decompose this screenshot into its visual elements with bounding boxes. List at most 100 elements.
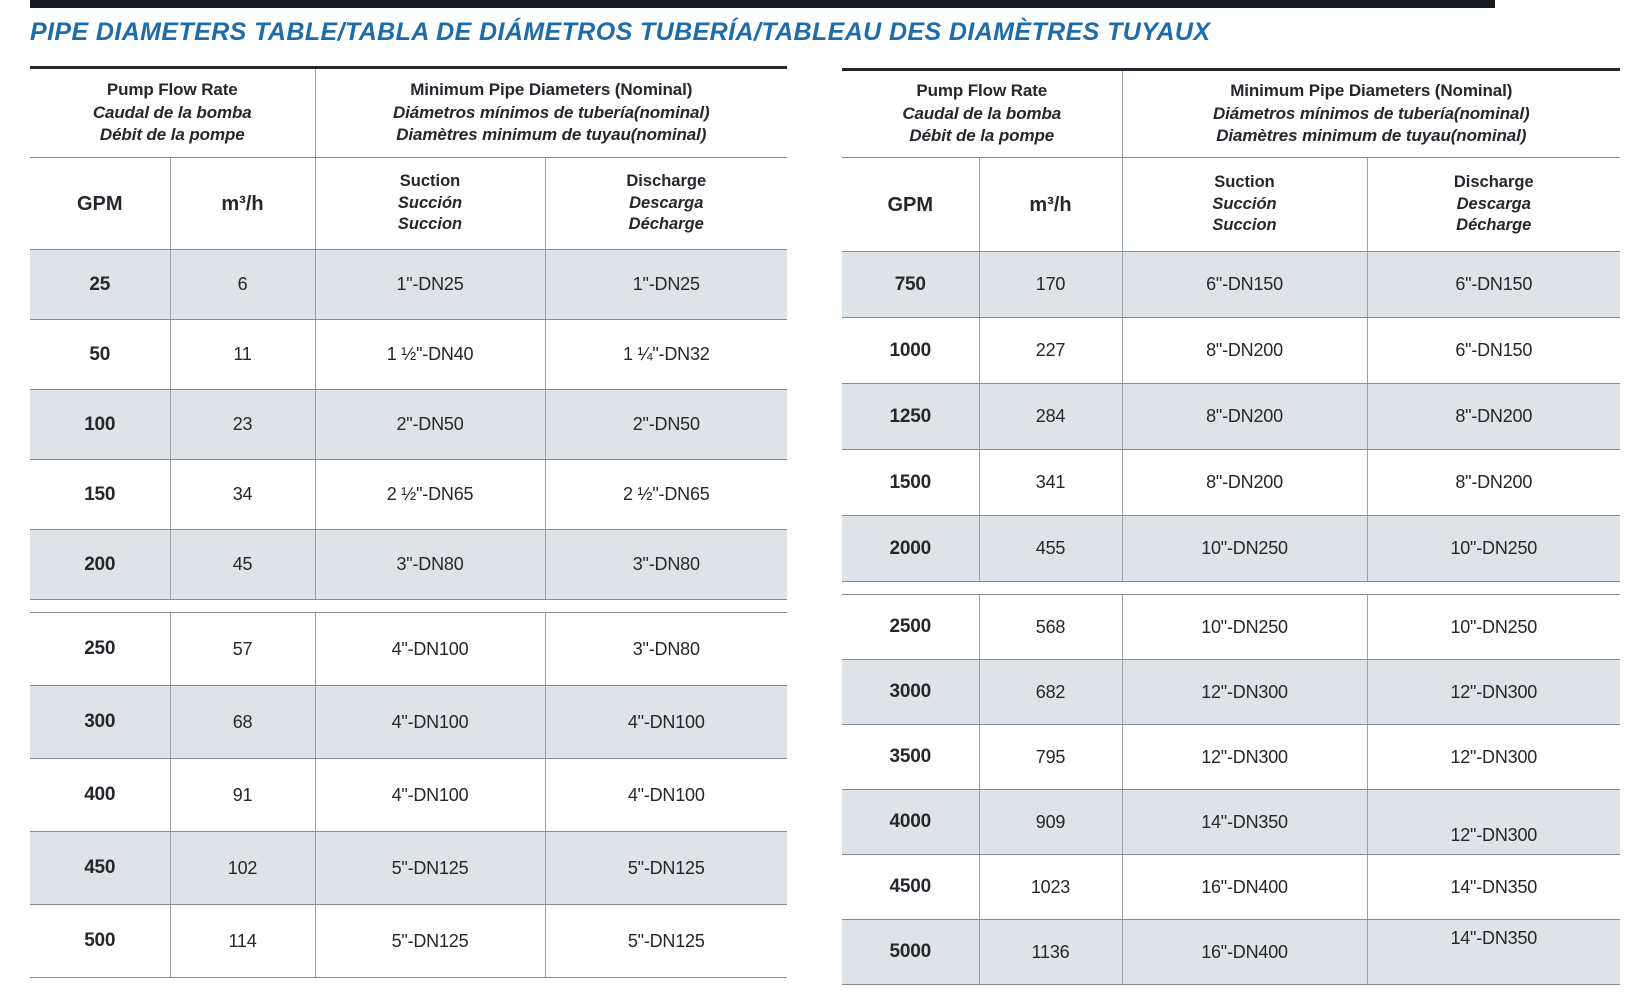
pipe-table-right-body: 750 170 6"-DN150 6"-DN150 1000 227 8"-DN200 6"-… [842,251,1621,985]
discharge-cell: 14"-DN350 [1366,854,1621,920]
table-row: 500 114 5"-DN125 5"-DN125 [30,904,788,978]
gpm-cell: 150 [30,459,170,530]
table-row: 200 45 3"-DN80 3"-DN80 [30,529,788,600]
diameters-group-header: Minimum Pipe Diameters (Nominal) Diámetr… [1121,69,1621,158]
diameters-label-es: Diámetros mínimos de tubería(nominal) [1213,103,1530,123]
discharge-cell: 12"-DN300 [1366,724,1621,790]
column-header-row: GPM m³/h Suction Succión Succion Dischar… [842,157,1621,252]
gpm-cell: 300 [30,685,170,759]
section-gap [842,581,1621,595]
gpm-cell: 1250 [842,383,979,450]
table-row: 5000 1136 16"-DN400 14"-DN350 [842,919,1621,985]
table-row: 3500 795 12"-DN300 12"-DN300 [842,724,1621,790]
column-header-row: GPM m³/h Suction Succión Succion Dischar… [30,157,788,250]
table-row: 4500 1023 16"-DN400 14"-DN350 [842,854,1621,920]
suction-cell: 5"-DN125 [314,904,546,978]
suction-label-fr: Succion [397,215,463,234]
table-row: 25 6 1"-DN25 1"-DN25 [30,249,788,320]
gpm-column-header: GPM [842,157,979,252]
suction-cell: 5"-DN125 [314,831,546,905]
flow-rate-label-en: Pump Flow Rate [106,80,238,100]
top-crop-bar [30,0,1495,8]
gpm-cell: 200 [30,529,170,600]
m3h-cell: 45 [169,529,316,600]
suction-cell: 12"-DN300 [1121,659,1368,725]
discharge-label-fr: Décharge [628,215,704,234]
discharge-cell: 3"-DN80 [544,612,788,686]
m3h-cell: 227 [978,317,1123,384]
table-row: 1000 227 8"-DN200 6"-DN150 [842,317,1621,384]
suction-cell: 2 ½"-DN65 [314,459,546,530]
suction-cell: 4"-DN100 [314,758,546,832]
m3h-column-header: m³/h [169,157,316,250]
discharge-label-es: Descarga [629,193,704,212]
discharge-cell: 2 ½"-DN65 [544,459,788,530]
gpm-cell: 50 [30,319,170,390]
flow-rate-label-es: Caudal de la bomba [92,102,252,122]
m3h-cell: 57 [169,612,316,686]
pipe-table-right: Pump Flow Rate Caudal de la bomba Débit … [842,68,1621,985]
m3h-cell: 11 [169,319,316,390]
suction-cell: 3"-DN80 [314,529,546,600]
gpm-cell: 400 [30,758,170,832]
table-row: 300 68 4"-DN100 4"-DN100 [30,685,788,759]
section-gap [30,599,788,613]
discharge-label-es: Descarga [1456,194,1531,213]
discharge-cell: 4"-DN100 [544,685,788,759]
flow-rate-group-header: Pump Flow Rate Caudal de la bomba Débit … [30,67,316,158]
discharge-cell: 8"-DN200 [1366,383,1621,450]
m3h-cell: 23 [169,389,316,460]
flow-rate-label-es: Caudal de la bomba [902,103,1062,123]
suction-label-es: Succión [1212,194,1277,213]
gpm-cell: 4500 [842,854,979,920]
gpm-cell: 450 [30,831,170,905]
flow-rate-label-fr: Débit de la pompe [99,125,245,145]
discharge-column-header: Discharge Descarga Décharge [1366,157,1621,252]
m3h-cell: 34 [169,459,316,530]
discharge-cell: 6"-DN150 [1366,251,1621,318]
gpm-cell: 250 [30,612,170,686]
suction-cell: 16"-DN400 [1121,919,1368,985]
discharge-cell: 1"-DN25 [544,249,788,320]
m3h-cell: 455 [978,515,1123,582]
m3h-cell: 102 [169,831,316,905]
table-row: 3000 682 12"-DN300 12"-DN300 [842,659,1621,725]
discharge-cell: 5"-DN125 [544,831,788,905]
diameters-label-fr: Diamètres minimum de tuyau(nominal) [396,125,707,145]
suction-label-en: Suction [399,172,461,191]
suction-cell: 12"-DN300 [1121,724,1368,790]
table-row: 1500 341 8"-DN200 8"-DN200 [842,449,1621,516]
m3h-cell: 68 [169,685,316,759]
m3h-cell: 284 [978,383,1123,450]
m3h-cell: 909 [978,789,1123,855]
discharge-cell: 12"-DN300 [1366,789,1621,855]
diameters-label-fr: Diamètres minimum de tuyau(nominal) [1216,126,1527,146]
discharge-cell: 14"-DN350 [1366,919,1621,985]
discharge-label-en: Discharge [1453,173,1534,192]
gpm-cell: 5000 [842,919,979,985]
discharge-column-header: Discharge Descarga Décharge [544,157,788,250]
discharge-cell: 3"-DN80 [544,529,788,600]
diameters-label-en: Minimum Pipe Diameters (Nominal) [1230,81,1513,101]
flow-rate-label-fr: Débit de la pompe [909,126,1055,146]
gpm-cell: 500 [30,904,170,978]
suction-label-es: Succión [397,193,463,212]
diameters-label-en: Minimum Pipe Diameters (Nominal) [410,80,693,100]
gpm-cell: 1000 [842,317,979,384]
suction-cell: 8"-DN200 [1121,317,1368,384]
table-row: 4000 909 14"-DN350 12"-DN300 [842,789,1621,855]
gpm-cell: 3000 [842,659,979,725]
suction-cell: 10"-DN250 [1121,515,1368,582]
flow-rate-group-header: Pump Flow Rate Caudal de la bomba Débit … [842,69,1123,158]
discharge-cell: 1 ¼"-DN32 [544,319,788,390]
gpm-cell: 3500 [842,724,979,790]
gpm-cell: 100 [30,389,170,460]
discharge-cell: 8"-DN200 [1366,449,1621,516]
table-row: 2500 568 10"-DN250 10"-DN250 [842,594,1621,660]
m3h-cell: 6 [169,249,316,320]
discharge-label-en: Discharge [626,172,707,191]
gpm-cell: 25 [30,249,170,320]
m3h-column-header: m³/h [978,157,1123,252]
discharge-cell: 12"-DN300 [1366,659,1621,725]
gpm-cell: 2500 [842,594,979,660]
